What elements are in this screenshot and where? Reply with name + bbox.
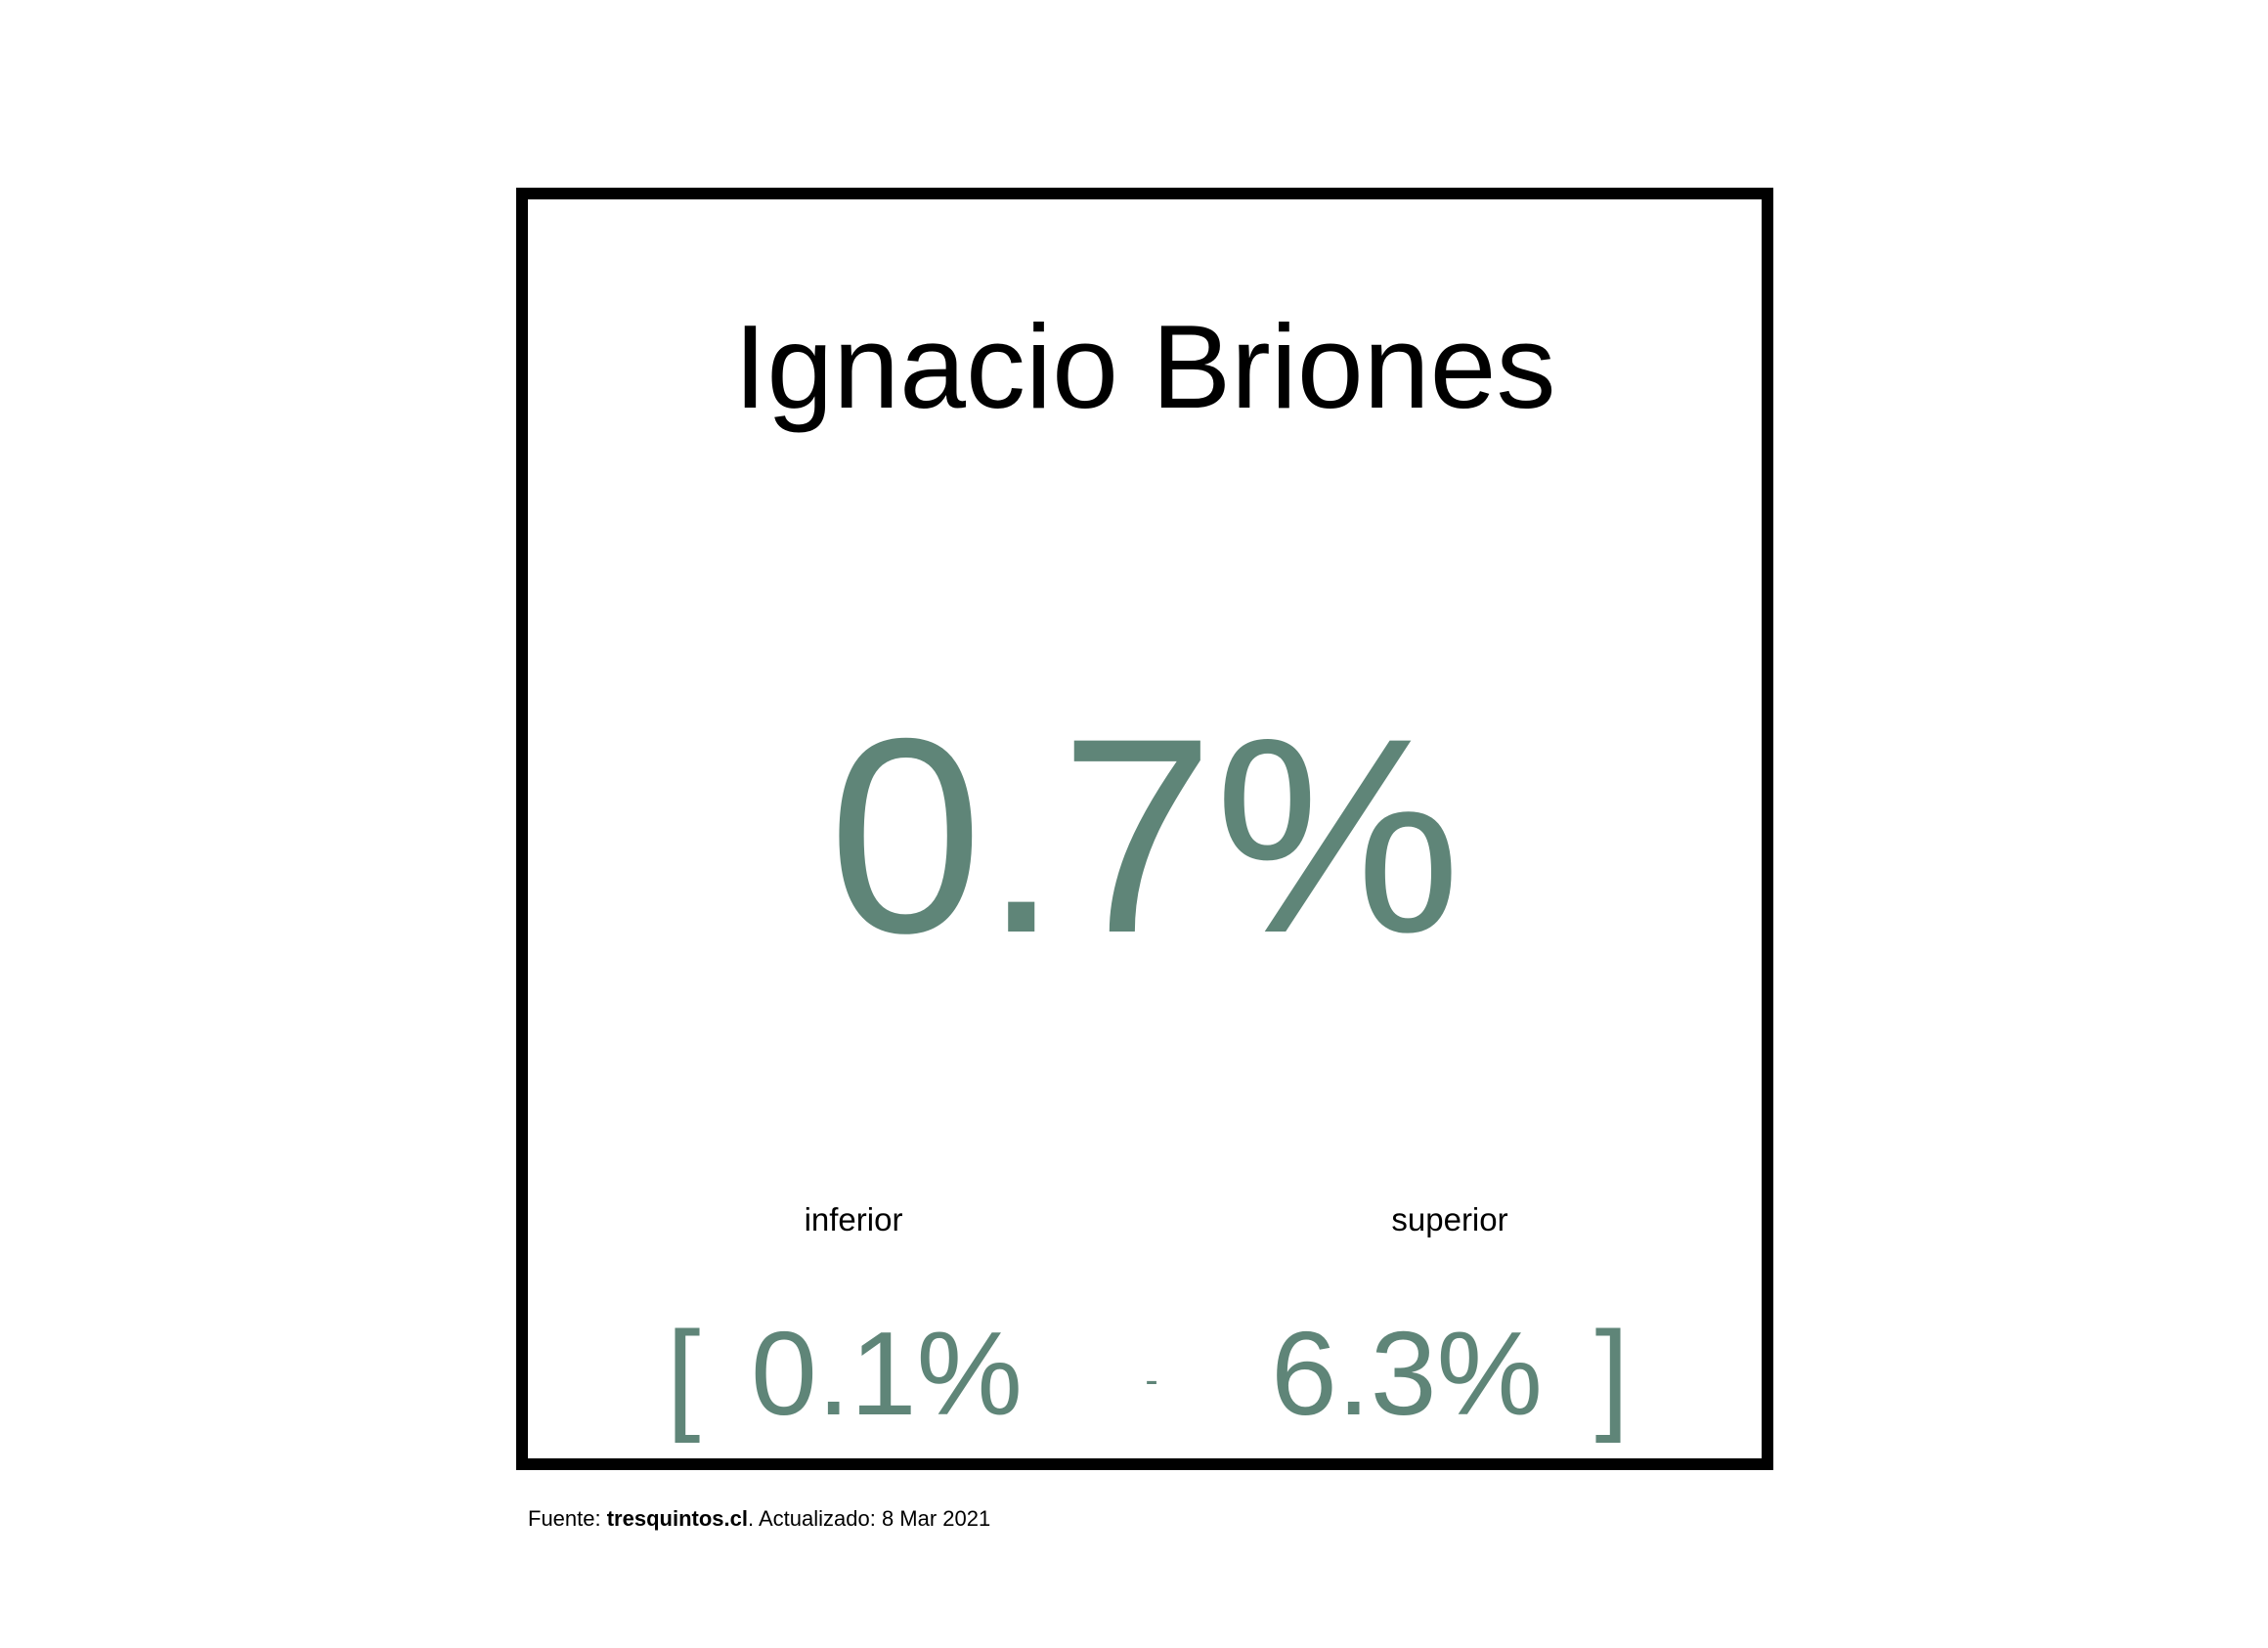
lower-bound-label: inferior <box>804 1201 903 1237</box>
footer-suffix: . Actualizado: 8 Mar 2021 <box>747 1506 991 1531</box>
source-footer: Fuente: tresquintos.cl. Actualizado: 8 M… <box>528 1508 990 1530</box>
open-bracket: [ <box>666 1306 701 1444</box>
footer-source: tresquintos.cl <box>606 1506 748 1531</box>
interval-separator: - <box>1145 1359 1158 1402</box>
candidate-name-title: Ignacio Briones <box>733 300 1556 433</box>
footer-prefix: Fuente: <box>528 1506 607 1531</box>
upper-bound-label: superior <box>1391 1201 1508 1237</box>
estimate-card: Ignacio Briones 0.7% inferior superior [… <box>516 188 1773 1470</box>
close-bracket: ] <box>1594 1306 1630 1444</box>
upper-bound-value: 6.3% <box>1270 1307 1544 1440</box>
estimate-value: 0.7% <box>828 681 1461 991</box>
lower-bound-value: 0.1% <box>750 1307 1024 1440</box>
